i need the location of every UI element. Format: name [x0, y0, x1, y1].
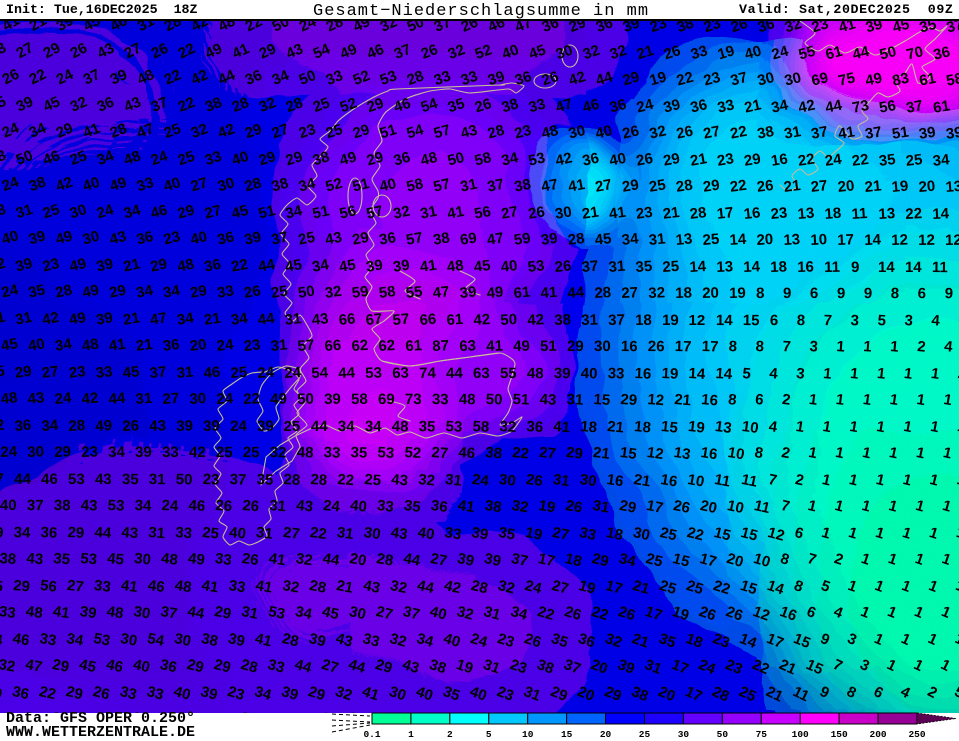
svg-text:25: 25 [639, 729, 651, 740]
svg-text:5: 5 [486, 729, 492, 740]
svg-text:2: 2 [447, 729, 453, 740]
svg-text:10: 10 [522, 729, 534, 740]
svg-text:30: 30 [678, 729, 690, 740]
svg-text:250: 250 [908, 729, 925, 740]
svg-text:75: 75 [756, 729, 768, 740]
svg-text:100: 100 [792, 729, 809, 740]
svg-text:20: 20 [600, 729, 612, 740]
svg-text:0.1: 0.1 [363, 729, 380, 740]
svg-text:50: 50 [717, 729, 729, 740]
svg-text:15: 15 [561, 729, 573, 740]
svg-text:150: 150 [831, 729, 848, 740]
svg-text:1: 1 [408, 729, 414, 740]
svg-text:200: 200 [870, 729, 887, 740]
